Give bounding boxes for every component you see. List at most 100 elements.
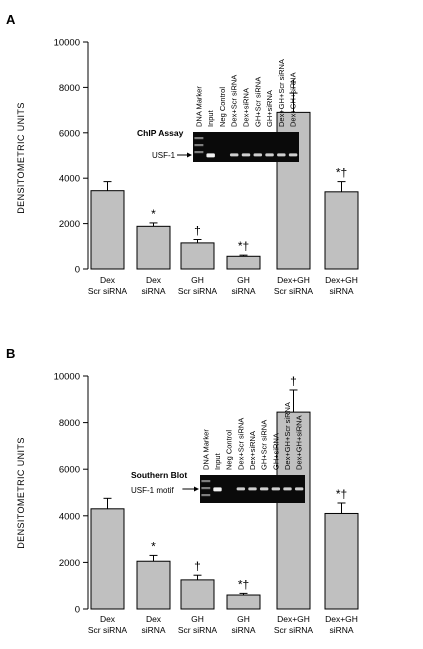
- category-label: Scr siRNA: [88, 286, 128, 296]
- category-label: siRNA: [231, 625, 255, 635]
- category-label: siRNA: [329, 625, 353, 635]
- category-label: Dex: [146, 275, 162, 285]
- marker-band: [201, 480, 211, 483]
- significance-mark: *†: [336, 487, 347, 501]
- gel-band: [277, 153, 286, 157]
- y-tick-label: 0: [75, 265, 80, 276]
- category-label: Dex+GH: [277, 275, 310, 285]
- gel-band: [294, 487, 304, 491]
- gel-band: [206, 153, 215, 158]
- category-label: GH: [191, 614, 204, 624]
- category-label: Dex: [100, 275, 116, 285]
- category-label: GH: [237, 614, 250, 624]
- gel-band: [229, 153, 239, 157]
- marker-band: [201, 494, 211, 497]
- lane-label: Input: [206, 109, 215, 127]
- y-tick-label: 6000: [59, 128, 80, 139]
- significance-mark: †: [194, 223, 201, 237]
- gel-band: [213, 487, 222, 492]
- gel-band: [241, 153, 251, 157]
- gel-band: [236, 487, 246, 491]
- inset-title: ChIP Assay: [137, 128, 184, 138]
- y-tick-label: 8000: [59, 83, 80, 94]
- category-label: Scr siRNA: [178, 625, 218, 635]
- lane-label: DNA Marker: [201, 429, 210, 470]
- band-label: USF-1: [152, 151, 176, 160]
- bar: [90, 508, 125, 610]
- band-label: USF-1 motif: [131, 486, 174, 495]
- y-tick-label: 10000: [54, 38, 80, 49]
- bar: [324, 512, 359, 610]
- significance-mark: *: [151, 207, 156, 221]
- category-label: Dex+GH: [277, 614, 310, 624]
- lane-label: Dex+GH+Scr siRNA: [283, 402, 292, 470]
- category-label: siRNA: [231, 286, 255, 296]
- category-label: Scr siRNA: [274, 625, 314, 635]
- gel-band: [248, 487, 257, 491]
- gel-band: [265, 153, 274, 157]
- bar: [276, 411, 311, 610]
- lane-label: Dex+siRNA: [248, 431, 257, 470]
- bar: [226, 594, 261, 610]
- y-axis-label: DENSITOMETRIC UNITS: [16, 102, 26, 213]
- category-label: Dex+GH: [325, 275, 358, 285]
- y-tick-label: 0: [75, 605, 80, 616]
- significance-mark: †: [290, 374, 297, 388]
- bar: [226, 255, 261, 270]
- bar: [90, 190, 125, 270]
- lane-label: GH+siRNA: [271, 433, 280, 470]
- inset-title: Southern Blot: [131, 470, 187, 480]
- lane-label: Dex+GH+siRNA: [295, 415, 304, 470]
- marker-band: [201, 487, 211, 490]
- category-label: Dex: [100, 614, 116, 624]
- lane-label: GH+siRNA: [265, 90, 274, 127]
- band-arrowhead: [194, 486, 199, 492]
- y-tick-label: 10000: [54, 372, 80, 383]
- inset-gel: Southern Blot USF-1 motif DNA Marker Input N…: [131, 402, 305, 503]
- significance-mark: *: [151, 539, 156, 553]
- category-label: siRNA: [329, 286, 353, 296]
- chart-panel-a: A 0 2000 4000 6000 8000 10000 DENSITOMETRIC UNI…: [6, 12, 359, 296]
- bar: [136, 560, 171, 610]
- band-arrowhead: [187, 152, 192, 158]
- significance-mark: †: [290, 77, 297, 91]
- significance-mark: †: [194, 559, 201, 573]
- lane-label: Neg Control: [225, 430, 234, 470]
- inset-gel: ChIP Assay USF-1 DNA Marker Input Neg Contro…: [137, 59, 299, 162]
- y-tick-label: 2000: [59, 558, 80, 569]
- gel-band: [271, 487, 281, 491]
- bar: [180, 242, 215, 270]
- marker-band: [194, 144, 204, 147]
- y-tick-label: 8000: [59, 418, 80, 429]
- lane-label: Dex+GH+Scr siRNA: [277, 59, 286, 127]
- category-label: siRNA: [141, 625, 165, 635]
- lane-label: Dex+siRNA: [242, 88, 251, 127]
- gel-band: [283, 487, 292, 491]
- panel-letter: B: [6, 346, 15, 361]
- gel-band: [253, 153, 263, 157]
- lane-label: Neg Control: [218, 87, 227, 127]
- y-tick-label: 4000: [59, 174, 80, 185]
- lane-label: GH+Scr siRNA: [260, 420, 269, 470]
- lane-label: GH+Scr siRNA: [253, 77, 262, 127]
- panel-letter: A: [6, 12, 16, 27]
- category-label: GH: [237, 275, 250, 285]
- lane-label: DNA Marker: [194, 86, 203, 127]
- category-label: Dex: [146, 614, 162, 624]
- significance-mark: *†: [238, 239, 249, 253]
- marker-band: [194, 137, 204, 140]
- marker-band: [194, 151, 204, 154]
- lane-label: Dex+Scr siRNA: [230, 75, 239, 127]
- significance-mark: *†: [336, 166, 347, 180]
- y-tick-label: 2000: [59, 219, 80, 230]
- significance-mark: *†: [238, 577, 249, 591]
- category-label: Scr siRNA: [274, 286, 314, 296]
- category-label: siRNA: [141, 286, 165, 296]
- category-label: Dex+GH: [325, 614, 358, 624]
- lane-label: Dex+GH+siRNA: [289, 72, 298, 127]
- y-tick-label: 6000: [59, 465, 80, 476]
- bar: [180, 579, 215, 610]
- category-label: Scr siRNA: [88, 625, 128, 635]
- gel-band: [288, 153, 298, 157]
